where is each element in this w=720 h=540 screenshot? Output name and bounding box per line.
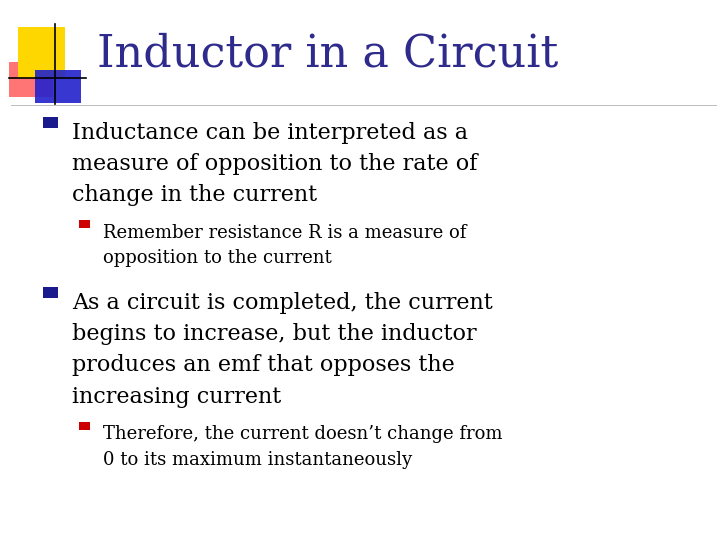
Text: change in the current: change in the current: [72, 184, 317, 206]
Bar: [79, 220, 90, 228]
Bar: [9, 62, 53, 97]
Text: Remember resistance R is a measure of: Remember resistance R is a measure of: [103, 224, 467, 241]
Text: Therefore, the current doesn’t change from: Therefore, the current doesn’t change fr…: [103, 425, 503, 443]
Text: Inductor in a Circuit: Inductor in a Circuit: [97, 32, 559, 76]
Text: produces an emf that opposes the: produces an emf that opposes the: [72, 354, 455, 376]
Text: opposition to the current: opposition to the current: [103, 249, 332, 267]
Text: measure of opposition to the rate of: measure of opposition to the rate of: [72, 153, 477, 175]
Text: 0 to its maximum instantaneously: 0 to its maximum instantaneously: [103, 451, 412, 469]
Text: increasing current: increasing current: [72, 386, 282, 408]
Bar: [43, 287, 58, 298]
Bar: [79, 422, 90, 430]
Text: Inductance can be interpreted as a: Inductance can be interpreted as a: [72, 122, 468, 144]
Bar: [35, 70, 81, 103]
Text: begins to increase, but the inductor: begins to increase, but the inductor: [72, 323, 477, 345]
Bar: [18, 27, 65, 78]
Bar: [43, 117, 58, 128]
Text: As a circuit is completed, the current: As a circuit is completed, the current: [72, 292, 492, 314]
